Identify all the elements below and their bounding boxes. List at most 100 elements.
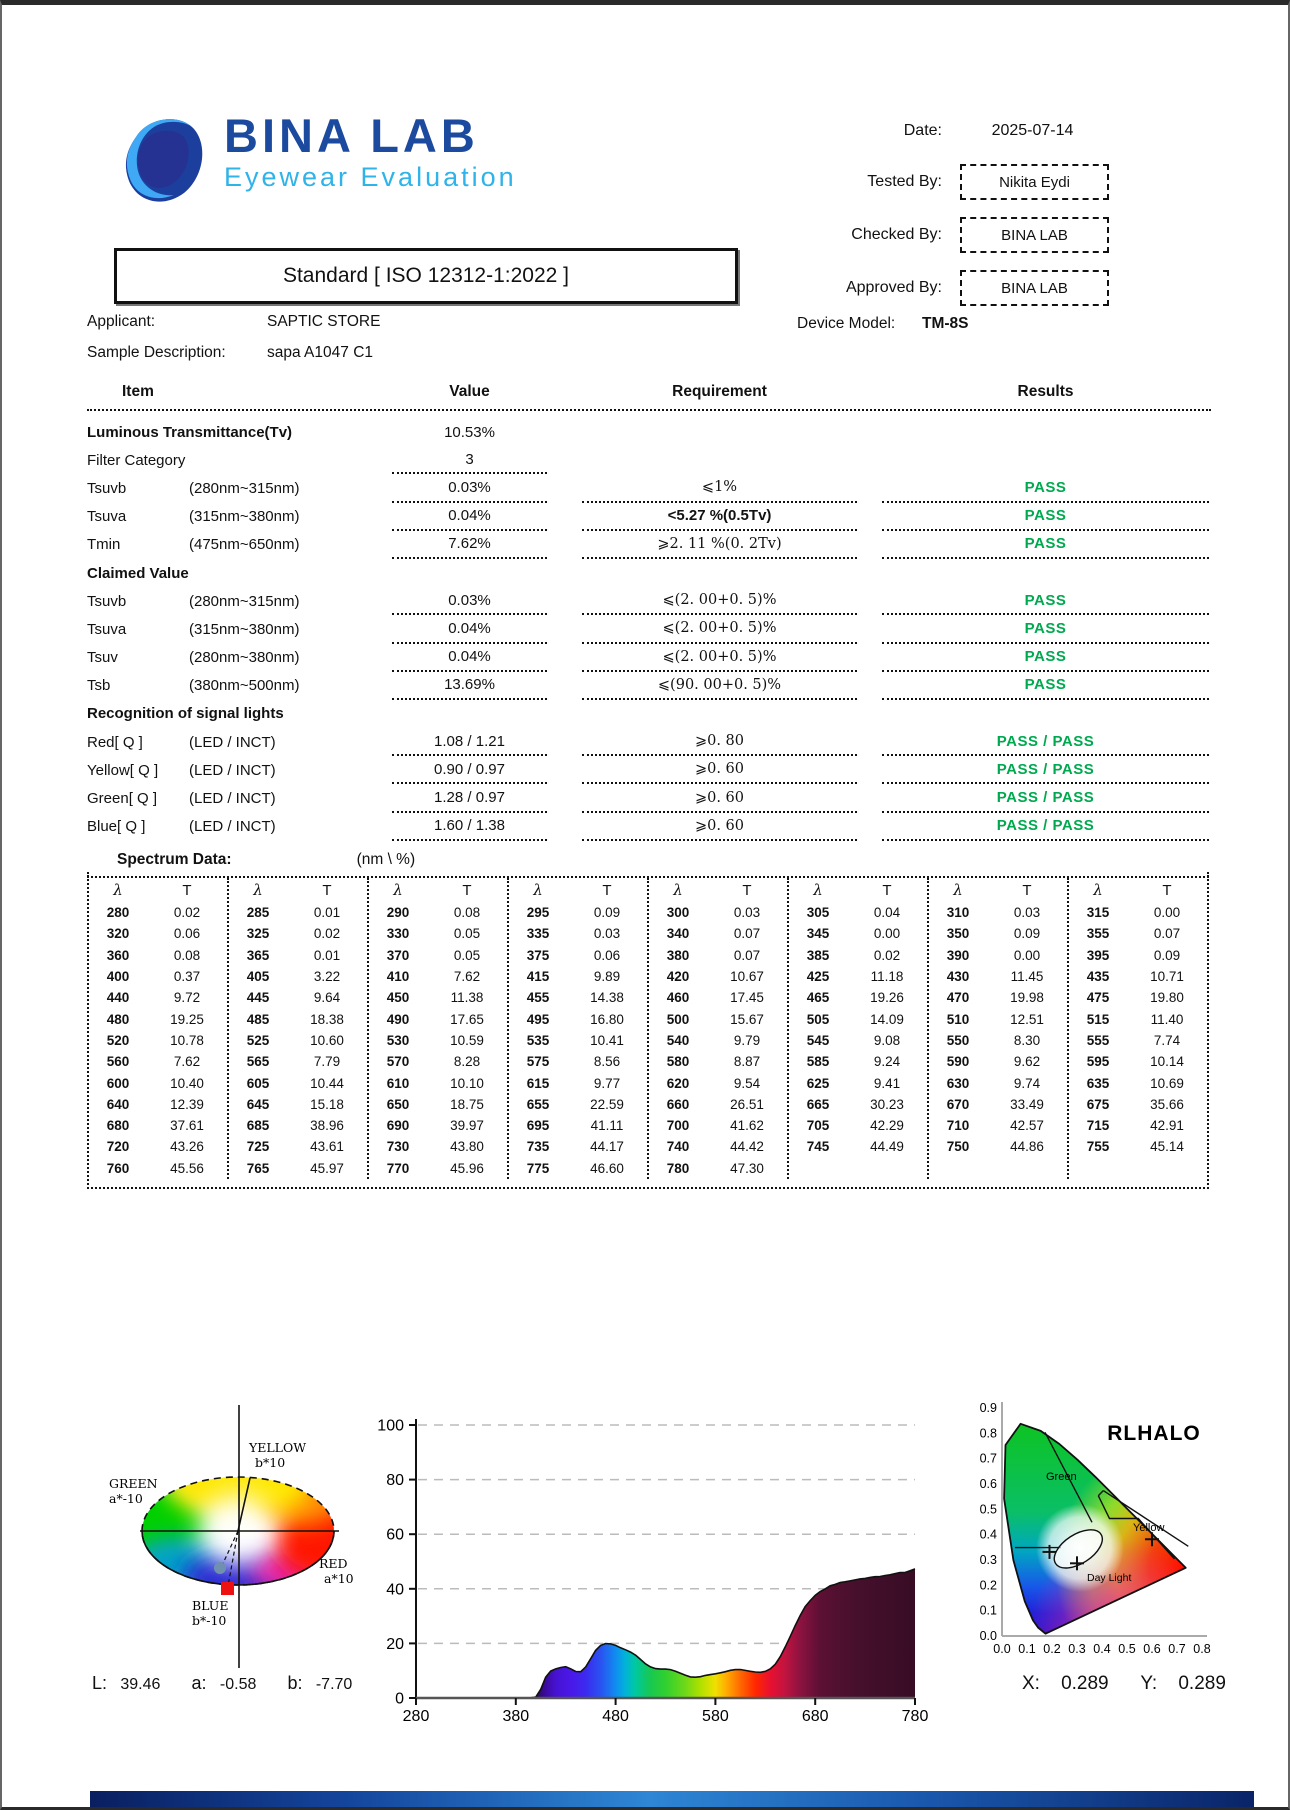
transmittance-value: 10.78 <box>170 1032 204 1048</box>
wavelength-value: 725 <box>246 1139 270 1155</box>
spectrum-cell: 770 45.96 <box>369 1158 507 1179</box>
spectrum-cell: 650 18.75 <box>369 1094 507 1115</box>
spectrum-cell: 430 11.45 <box>929 966 1067 987</box>
chromaticity-y-tick: 0.2 <box>980 1578 997 1592</box>
wavelength-value: 365 <box>246 947 270 963</box>
item-name: Tsuva <box>87 508 127 526</box>
chromaticity-y-tick: 0.5 <box>980 1502 997 1516</box>
transmittance-value: 0.09 <box>1013 926 1041 942</box>
spectrum-cell: 550 8.30 <box>929 1030 1067 1051</box>
transmittance-value: 43.80 <box>450 1139 484 1155</box>
spectrum-column: λ T 280 0.02 320 0.06 360 0.08 400 0.37 440 9.72 480… <box>89 878 227 1179</box>
wavelength-value: 330 <box>386 926 410 942</box>
item-name: Tmin <box>87 536 121 554</box>
requirement-cell: ⩽(2. 00+0. 5)% <box>582 615 857 644</box>
lambda-header: λ <box>953 881 963 899</box>
spectrum-cell: 660 26.51 <box>649 1094 787 1115</box>
wavelength-value: 550 <box>946 1032 970 1048</box>
wavelength-value: 690 <box>386 1118 410 1134</box>
a-label: a: <box>191 1673 207 1693</box>
transmittance-value: 9.79 <box>733 1032 761 1048</box>
wavelength-value: 630 <box>946 1075 970 1091</box>
spectrum-cell: 570 8.28 <box>369 1051 507 1072</box>
spectrum-cell: 620 9.54 <box>649 1072 787 1093</box>
transmittance-value: 33.49 <box>1010 1096 1044 1112</box>
spectrum-cell: 600 10.40 <box>89 1072 227 1093</box>
wavelength-value: 390 <box>946 947 970 963</box>
transmittance-value: 18.38 <box>310 1011 344 1027</box>
spectrum-cell: 415 9.89 <box>509 966 647 987</box>
wavelength-value: 585 <box>806 1054 830 1070</box>
spectrum-cell: 540 9.79 <box>649 1030 787 1051</box>
wavelength-value: 300 <box>666 905 690 921</box>
spectrum-cell: 330 0.05 <box>369 923 507 944</box>
transmittance-value: 0.01 <box>313 947 341 963</box>
item-name: Filter Category <box>87 451 186 469</box>
spectrum-column: λ T 290 0.08 330 0.05 370 0.05 410 7.62 450 11.38 49… <box>367 878 507 1179</box>
wavelength-value: 650 <box>386 1096 410 1112</box>
item-cell: Tmin (475nm~650nm) <box>87 536 392 553</box>
spectrum-title: Spectrum Data: <box>117 851 232 868</box>
transmittance-value: 17.65 <box>450 1011 484 1027</box>
wavelength-value: 755 <box>1086 1139 1110 1155</box>
value-cell: 0.04% <box>392 644 547 672</box>
spectrum-cell: 760 45.56 <box>89 1158 227 1179</box>
spectrum-cell: 405 3.22 <box>229 966 367 987</box>
transmittance-value: 7.62 <box>453 969 481 985</box>
spectrum-cell: 435 10.71 <box>1069 966 1207 987</box>
spectrum-cell <box>789 1158 927 1179</box>
wavelength-value: 710 <box>946 1118 970 1134</box>
t-header: T <box>322 881 332 899</box>
transmittance-value: 0.37 <box>173 969 201 985</box>
approved-by-value: BINA LAB <box>960 270 1109 306</box>
wavelength-value: 700 <box>666 1118 690 1134</box>
col-header-item: Item <box>122 383 154 400</box>
col-header-value: Value <box>449 383 490 400</box>
spectrum-column: λ T 310 0.03 350 0.09 390 0.00 430 11.45 470 19.98 5… <box>927 878 1067 1179</box>
spectrum-cell: 690 39.97 <box>369 1115 507 1136</box>
spectrum-cell: 380 0.07 <box>649 945 787 966</box>
lab-label-green: GREEN <box>109 1476 158 1491</box>
chromaticity-x-tick: 0.8 <box>1193 1642 1210 1656</box>
applicant-value: SAPTIC STORE <box>267 313 381 330</box>
spectrum-cell: 715 42.91 <box>1069 1115 1207 1136</box>
item-cell: Claimed Value <box>87 565 392 582</box>
wavelength-value: 560 <box>106 1054 130 1070</box>
item-name: Tsb <box>87 677 111 695</box>
chromaticity-y-tick: 0.4 <box>980 1528 997 1542</box>
spectrum-cell: 755 45.14 <box>1069 1136 1207 1157</box>
wavelength-value: 540 <box>666 1032 690 1048</box>
transmittance-value: 11.38 <box>450 990 484 1006</box>
item-cell: Tsb (380nm~500nm) <box>87 677 392 694</box>
applicant-block: Applicant: SAPTIC STORE Sample Descripti… <box>87 313 380 375</box>
spectrum-cell: 685 38.96 <box>229 1115 367 1136</box>
transmittance-value: 37.61 <box>170 1118 204 1134</box>
spectrum-cell: 355 0.07 <box>1069 923 1207 944</box>
chromaticity-y-tick: 0.0 <box>980 1629 997 1643</box>
result-cell: PASS <box>882 503 1209 531</box>
transmittance-value: 10.59 <box>450 1032 484 1048</box>
spectrum-area <box>416 1568 915 1698</box>
item-name: Recognition of signal lights <box>87 705 284 723</box>
requirement-cell: ⩽1% <box>582 474 857 503</box>
chromaticity-y-tick: 0.7 <box>980 1452 997 1466</box>
wavelength-value: 720 <box>106 1139 130 1155</box>
bina-lab-logo-icon <box>125 119 203 202</box>
transmittance-value: 19.26 <box>870 990 904 1006</box>
item-range: (280nm~315nm) <box>189 479 300 497</box>
spectrum-cell: 510 12.51 <box>929 1008 1067 1029</box>
spectrum-cell: 700 41.62 <box>649 1115 787 1136</box>
transmittance-value: 45.96 <box>450 1160 484 1176</box>
chromaticity-title: RLHALO <box>1107 1422 1201 1445</box>
requirement-cell: ⩽(90. 00+0. 5)% <box>582 672 857 700</box>
wavelength-value: 295 <box>526 905 550 921</box>
transmittance-value: 10.69 <box>1150 1075 1184 1091</box>
lab-sample-dot <box>214 1562 226 1574</box>
yellow-region-line <box>1102 1490 1189 1547</box>
wavelength-value: 485 <box>246 1011 270 1027</box>
lambda-header: λ <box>533 881 543 899</box>
wavelength-value: 740 <box>666 1139 690 1155</box>
